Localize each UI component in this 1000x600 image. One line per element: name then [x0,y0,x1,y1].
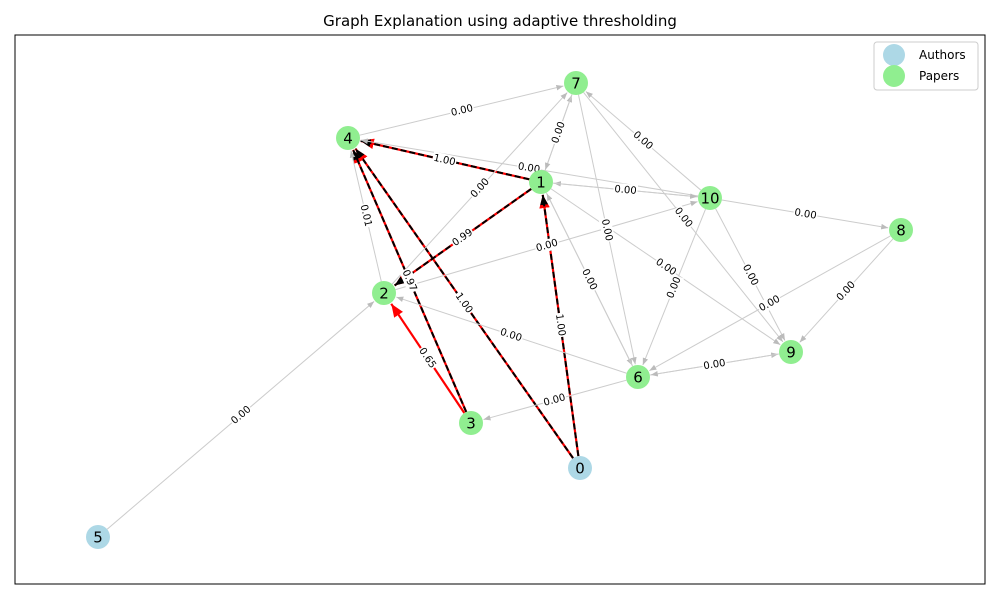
node-7[interactable] [564,71,588,95]
edge-label-10-9: 0.00 [740,263,760,288]
legend-papers-label: Papers [919,69,959,83]
edge-label-bg [415,344,440,372]
edge-label-1-4: 1.00 [432,153,456,169]
edge-label-bg [552,312,569,338]
edge-label-bg [612,182,639,198]
node-label-7: 7 [571,75,581,93]
node-4[interactable] [336,126,360,150]
edge-label-bg [671,204,696,231]
edge-label-2-10: 0.00 [535,238,559,255]
edge-label-bg [578,266,601,293]
edge-label-bg [452,289,476,317]
edge-label-bg [629,128,657,153]
edge-label-0-1: 1.00 [553,313,567,337]
edge-label-4-7: 0.00 [450,103,474,119]
edge-label-bg [399,267,420,294]
edge-label-10-6: 0.00 [665,275,684,300]
node-0[interactable] [568,456,592,480]
node-10[interactable] [698,186,722,210]
legend: Authors Papers [873,41,979,91]
node-5[interactable] [86,525,110,549]
legend-authors-marker [883,44,905,66]
node-label-2: 2 [379,285,389,303]
edge-label-6-3: 0.00 [542,392,566,409]
edge-label-bg [497,325,525,345]
edge-label-bg [357,202,375,229]
edge-label-9-6: 0.00 [703,358,727,372]
node-label-9: 9 [786,344,796,362]
edge-label-6-1: 0.00 [579,267,599,292]
node-8[interactable] [889,218,913,242]
edge-label-bg [431,151,458,169]
edge-label-10-8: 0.00 [794,207,818,222]
node-1[interactable] [529,170,553,194]
edge-label-7-1: 0.00 [550,120,568,145]
edge-label-bg [548,119,569,146]
figure-title: Graph Explanation using adaptive thresho… [323,12,677,30]
edge-label-2-4: 0.01 [358,204,374,228]
edge-label-6-2: 0.00 [499,327,524,344]
edge-label-bg [541,391,568,409]
edge-label-bg [739,261,762,289]
edge-label-7-6: 0.00 [599,218,614,242]
node-label-1: 1 [536,174,546,192]
edge-label-bg [448,101,476,120]
edge-label-bg [449,225,476,250]
node-label-5: 5 [93,529,103,547]
node-6[interactable] [626,365,650,389]
nodes-layer: 0 1 2 3 4 5 6 7 8 9 10 [86,71,913,549]
edge-3-4-dashed [352,149,468,413]
legend-authors-label: Authors [919,48,966,62]
node-label-6: 6 [633,369,643,387]
node-9[interactable] [779,340,803,364]
edge-label-bg [227,402,255,428]
node-3[interactable] [459,411,483,435]
node-label-3: 3 [466,415,476,433]
legend-papers-marker [883,65,905,87]
edge-label-bg [701,356,728,373]
node-label-8: 8 [896,222,906,240]
edge-label-bg [833,278,859,304]
edge-label-bg [598,217,616,243]
edge-label-1-10: 0.00 [614,184,637,197]
edge-label-bg [792,206,819,222]
node-2[interactable] [372,281,396,305]
edge-labels-layer: 1.001.001.000.990.970.650.010.000.000.00… [227,101,859,428]
plot-frame [14,34,986,585]
node-label-10: 10 [700,190,719,208]
node-label-0: 0 [575,460,585,478]
edge-label-bg [756,292,783,315]
edge-label-bg [663,274,685,301]
edges-layer [106,84,894,530]
edge-label-bg [533,236,561,255]
edge-label-bg [652,255,680,279]
edge-label-bg [467,175,493,201]
node-label-4: 4 [343,130,353,148]
